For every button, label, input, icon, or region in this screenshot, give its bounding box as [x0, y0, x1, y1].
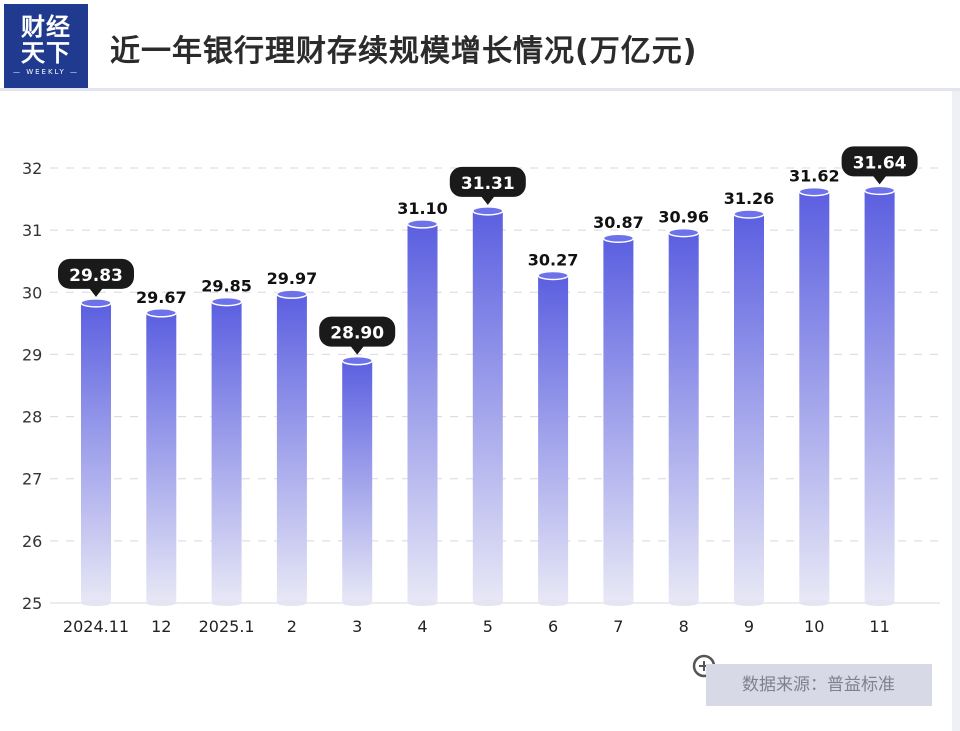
value-callout: [841, 146, 918, 177]
bar-base: [799, 600, 830, 606]
data-label: 29.97: [267, 269, 318, 288]
bar: [81, 302, 111, 603]
bar: [864, 190, 895, 603]
bar: [342, 360, 373, 603]
y-tick-label: 25: [22, 594, 42, 613]
bar: [407, 223, 438, 603]
bar: [472, 210, 503, 603]
y-tick-label: 27: [22, 470, 42, 489]
x-tick-label: 8: [679, 617, 689, 636]
logo: 财经 天下 — WEEKLY —: [4, 4, 88, 88]
bar: [538, 275, 569, 603]
bar-cap: [276, 289, 308, 299]
data-label: 31.31: [461, 174, 515, 194]
bar-cap: [210, 296, 243, 307]
callout-pointer: [872, 175, 887, 185]
bar-cap: [472, 206, 504, 216]
y-tick-label: 26: [22, 532, 42, 551]
bar-cap: [406, 219, 439, 229]
bar-base: [603, 600, 634, 606]
data-label: 29.85: [201, 277, 252, 296]
data-label: 30.96: [658, 208, 709, 227]
x-tick-label: 5: [483, 617, 493, 636]
data-label: 31.64: [853, 153, 907, 173]
chart-title: 近一年银行理财存续规模增长情况(万亿元): [110, 34, 698, 69]
bar-cap: [80, 298, 112, 308]
data-label: 28.90: [330, 324, 384, 344]
data-label: 30.87: [593, 213, 644, 232]
bar-cap: [341, 355, 373, 366]
y-tick-label: 32: [22, 159, 42, 178]
y-tick-label: 30: [22, 283, 42, 302]
x-tick-label: 6: [548, 617, 558, 636]
x-tick-label: 2024.11: [63, 617, 129, 636]
callout-pointer: [350, 345, 365, 355]
value-callout: [449, 166, 526, 197]
bar-base: [407, 600, 438, 606]
bar-base: [146, 600, 177, 606]
bar-base: [734, 600, 764, 606]
data-label: 31.10: [397, 199, 448, 218]
bar: [603, 238, 634, 603]
bar-base: [276, 600, 307, 606]
x-tick-label: 9: [744, 617, 754, 636]
bar: [276, 294, 307, 603]
bar-base: [342, 600, 373, 606]
x-tick-label: 3: [352, 617, 362, 636]
callout-pointer: [89, 287, 103, 297]
bar-base: [211, 600, 242, 606]
data-label: 30.27: [528, 251, 579, 270]
x-tick-label: 11: [869, 617, 889, 636]
x-tick-label: 7: [613, 617, 623, 636]
bar-cap: [602, 233, 635, 243]
y-tick-label: 31: [22, 221, 42, 240]
x-tick-label: 10: [804, 617, 824, 636]
header: 财经 天下 — WEEKLY — 近一年银行理财存续规模增长情况(万亿元): [0, 0, 960, 91]
x-tick-label: 2: [287, 617, 297, 636]
data-label: 31.26: [724, 189, 775, 208]
bar-cap: [733, 209, 765, 219]
bar-cap: [537, 270, 569, 281]
data-source: 数据来源：普益标准: [706, 664, 932, 706]
bar-base: [81, 600, 111, 606]
bar-cap: [667, 227, 700, 238]
bar-base: [538, 600, 569, 606]
x-tick-label: 2025.1: [199, 617, 255, 636]
bar: [146, 312, 177, 603]
y-tick-label: 28: [22, 408, 42, 427]
y-tick-label: 29: [22, 345, 42, 364]
data-label: 31.62: [789, 167, 840, 186]
x-tick-label: 12: [151, 617, 171, 636]
bar-base: [864, 600, 895, 606]
data-label: 29.67: [136, 288, 187, 307]
data-label: 29.83: [69, 266, 123, 286]
callout-pointer: [480, 195, 495, 205]
bar: [734, 213, 764, 603]
bar-base: [472, 600, 503, 606]
bar: [211, 301, 242, 603]
x-tick-label: 4: [417, 617, 427, 636]
bar-cap: [798, 186, 831, 197]
bar-cap: [863, 185, 896, 196]
bar-base: [668, 600, 699, 606]
bar: [799, 191, 830, 603]
value-callout: [319, 316, 396, 347]
bar-cap: [145, 308, 178, 318]
value-callout: [58, 258, 134, 289]
bar: [668, 232, 699, 603]
